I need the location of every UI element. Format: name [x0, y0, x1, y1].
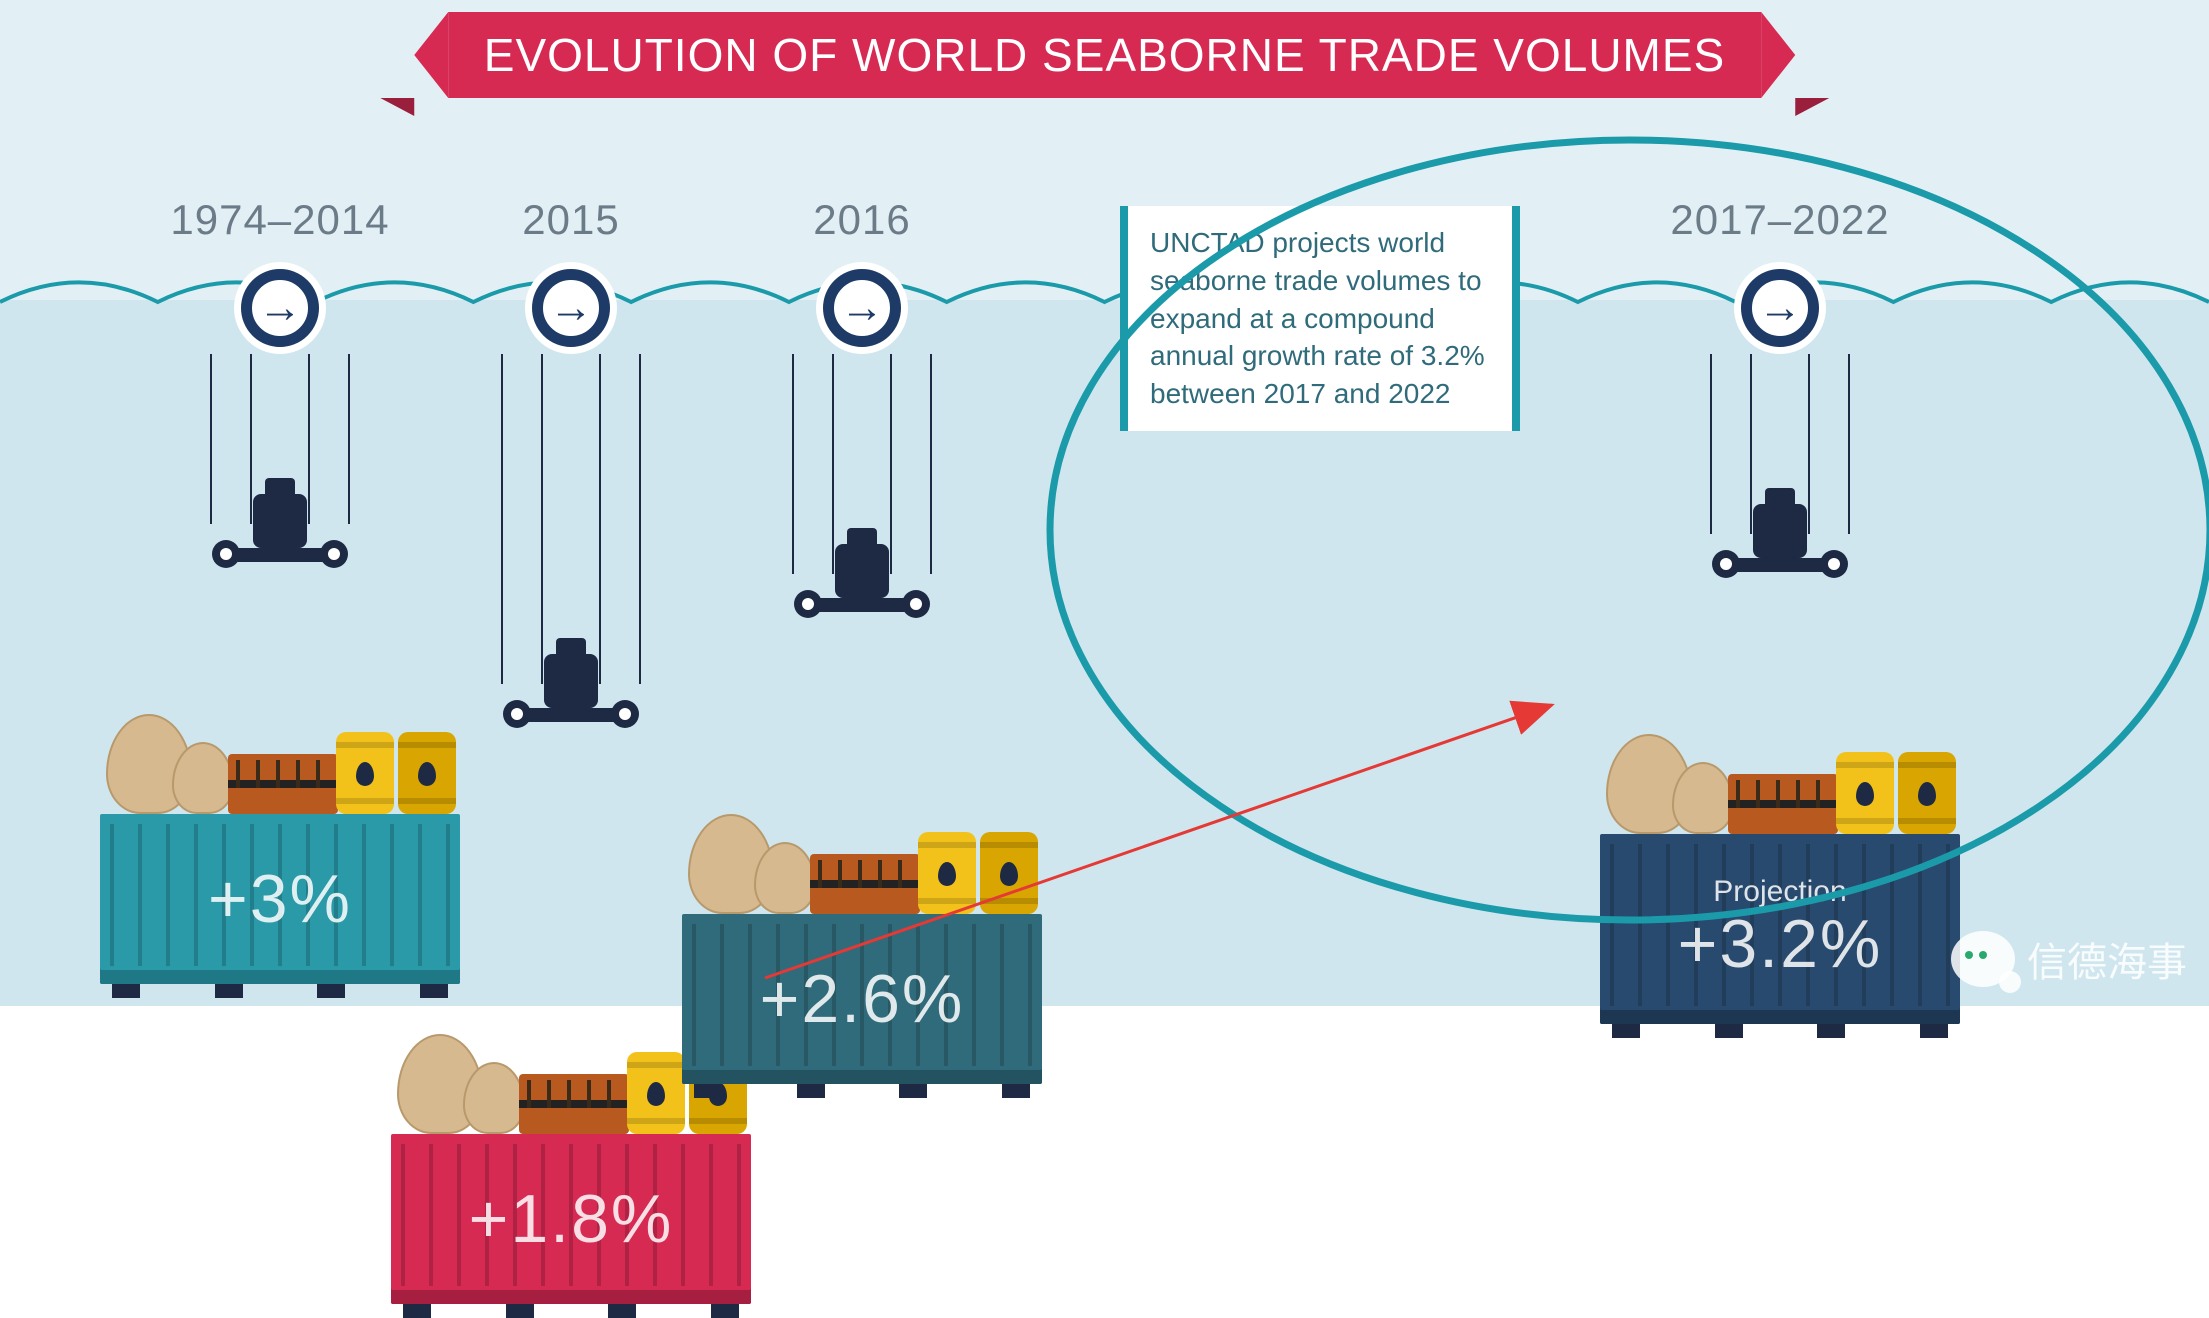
- container-value: +3.2%: [1678, 905, 1883, 983]
- sack-icon: [754, 842, 816, 914]
- crane-hook-icon: [1710, 504, 1850, 594]
- arrow-buoy: →: [1734, 262, 1826, 354]
- barrel-icon: [980, 832, 1038, 914]
- barrel-icon: [1898, 752, 1956, 834]
- trade-column: 2017–2022 → P: [1600, 196, 1960, 1024]
- shipping-container: +1.8%: [391, 1134, 751, 1304]
- ribbon-tail-left: [414, 12, 448, 98]
- watermark-text: 信德海事: [2027, 930, 2187, 988]
- shipping-container: Projection +3.2%: [1600, 834, 1960, 1024]
- pallet-icon: [1728, 774, 1838, 834]
- wechat-icon: [1951, 931, 2015, 987]
- pallet-icon: [228, 754, 338, 814]
- pallet-icon: [810, 854, 920, 914]
- sack-icon: [172, 742, 234, 814]
- infographic-stage: EVOLUTION OF WORLD SEABORNE TRADE VOLUME…: [0, 0, 2209, 1006]
- barrel-icon: [918, 832, 976, 914]
- barrel-icon: [336, 732, 394, 814]
- sack-icon: [463, 1062, 525, 1134]
- title-text: EVOLUTION OF WORLD SEABORNE TRADE VOLUME…: [448, 12, 1761, 98]
- barrel-icon: [627, 1052, 685, 1134]
- projection-note: UNCTAD projects world seaborne trade vol…: [1120, 206, 1520, 431]
- shipping-container: +2.6%: [682, 914, 1042, 1084]
- crane-hook-icon: [501, 654, 641, 744]
- barrel-icon: [1836, 752, 1894, 834]
- ribbon-notch-left: [380, 98, 414, 116]
- title-ribbon: EVOLUTION OF WORLD SEABORNE TRADE VOLUME…: [414, 12, 1795, 98]
- container-value: +3%: [208, 860, 352, 938]
- cargo-icons: [682, 794, 1042, 914]
- crane-hang: [752, 354, 972, 634]
- crane-hang: [170, 354, 390, 584]
- cargo-icons: [1600, 714, 1960, 834]
- year-label: 2016: [682, 196, 1042, 244]
- container-sublabel: Projection: [1713, 875, 1846, 909]
- trade-column: 2016 →: [682, 196, 1042, 1084]
- sack-icon: [1672, 762, 1734, 834]
- ribbon-tail-right: [1761, 12, 1795, 98]
- pallet-icon: [519, 1074, 629, 1134]
- watermark: 信德海事: [1951, 930, 2187, 988]
- ribbon-notch-right: [1795, 98, 1829, 116]
- container-value: +1.8%: [469, 1180, 674, 1258]
- crane-hook-icon: [792, 544, 932, 634]
- crane-hang: [1670, 354, 1890, 594]
- crane-hang: [461, 354, 681, 744]
- container-value: +2.6%: [760, 960, 965, 1038]
- arrow-buoy: →: [525, 262, 617, 354]
- crane-hook-icon: [210, 494, 350, 584]
- projection-note-text: UNCTAD projects world seaborne trade vol…: [1150, 227, 1485, 409]
- arrow-buoy: →: [234, 262, 326, 354]
- arrow-buoy: →: [816, 262, 908, 354]
- year-label: 2017–2022: [1600, 196, 1960, 244]
